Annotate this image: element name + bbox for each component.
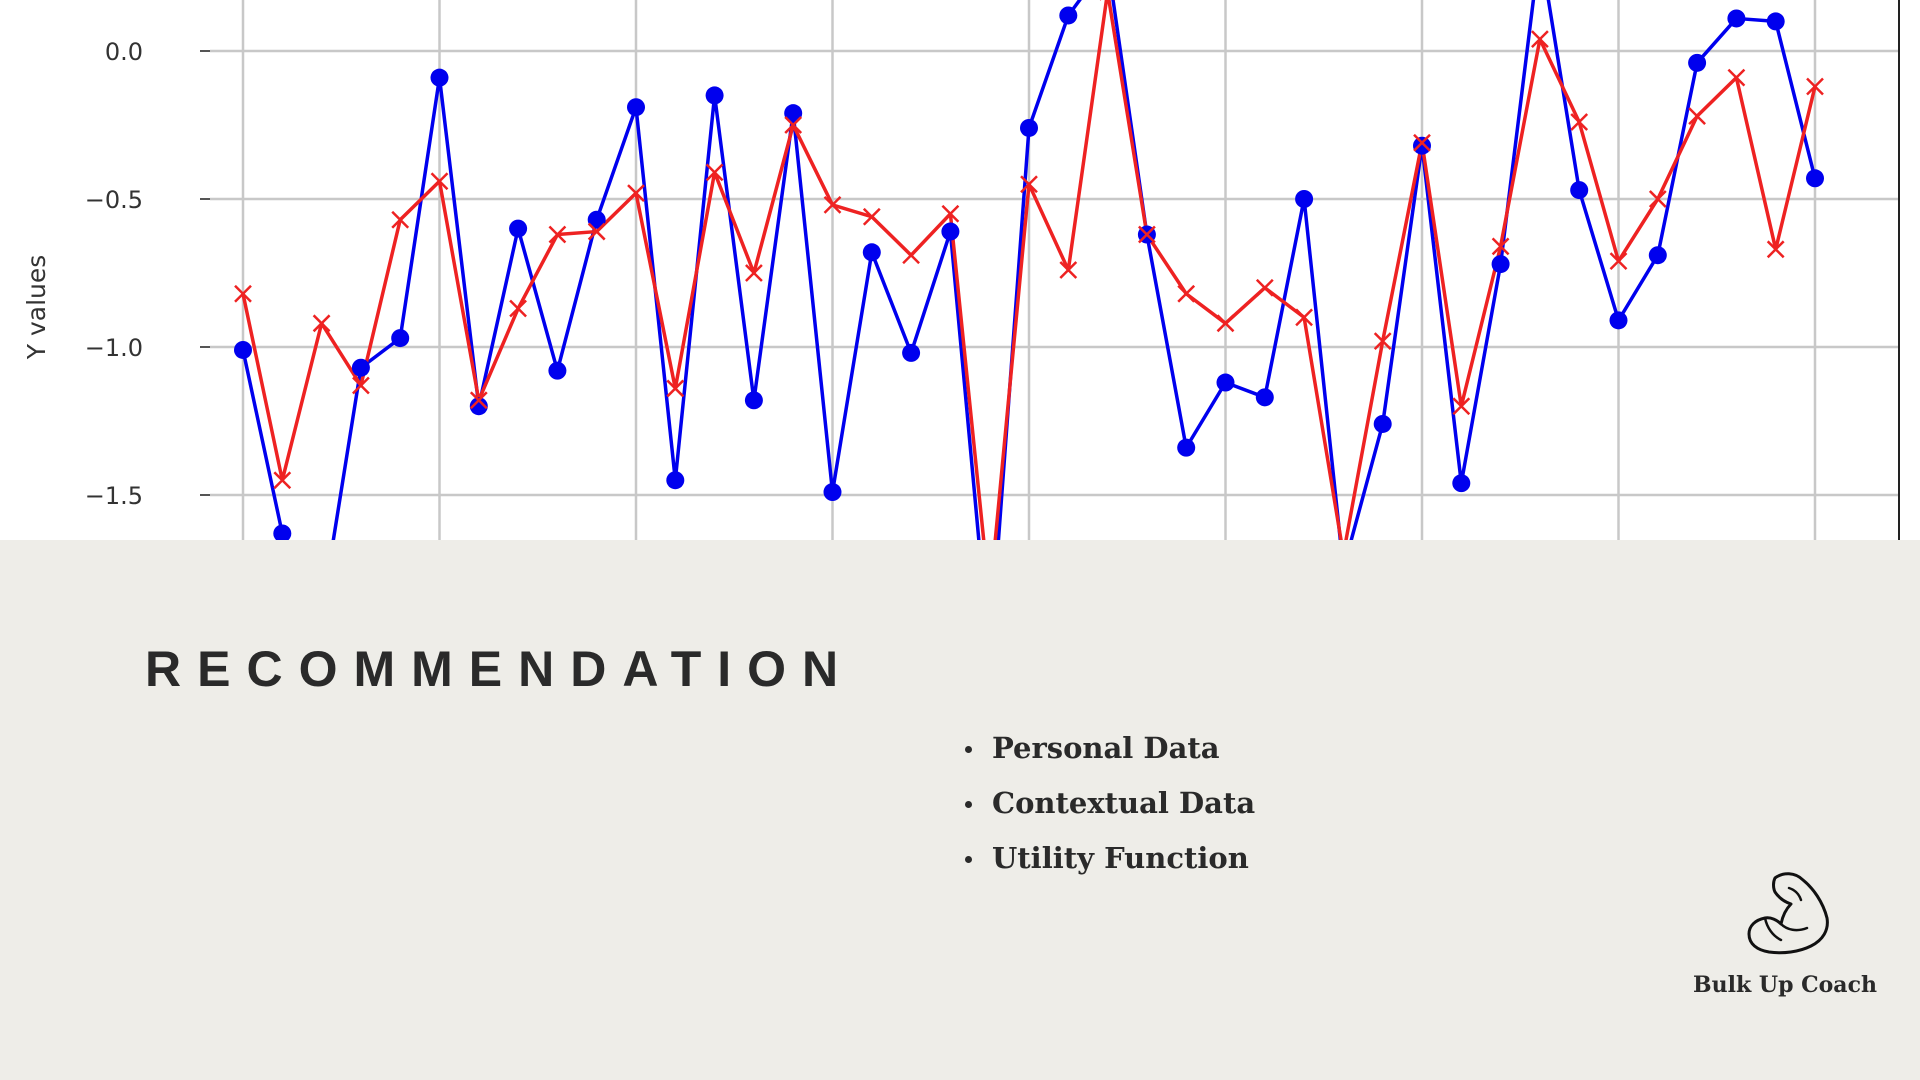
bullet-item: Personal Data bbox=[965, 732, 1255, 765]
bullet-dot bbox=[965, 801, 972, 808]
y-tick-label: −1.0 bbox=[85, 334, 143, 362]
blue-point-marker bbox=[745, 391, 763, 409]
blue-point-marker bbox=[1610, 311, 1628, 329]
blue-point-marker bbox=[548, 362, 566, 380]
bullet-dot bbox=[965, 856, 972, 863]
recommendation-section: RECOMMENDATION Personal Data Contextual … bbox=[0, 540, 1920, 1080]
blue-point-marker bbox=[824, 483, 842, 501]
vertical-gridlines bbox=[243, 0, 1815, 540]
y-tick-labels: 0.0 −0.5 −1.0 −1.5 bbox=[85, 38, 143, 510]
blue-point-marker bbox=[627, 98, 645, 116]
blue-point-marker bbox=[902, 344, 920, 362]
blue-point-marker bbox=[666, 471, 684, 489]
red-x-marker bbox=[1689, 108, 1705, 124]
blue-point-marker bbox=[1374, 415, 1392, 433]
bullet-text: Utility Function bbox=[992, 841, 1249, 875]
blue-point-marker bbox=[1767, 12, 1785, 30]
blue-point-marker bbox=[509, 220, 527, 238]
blue-point-marker bbox=[1020, 119, 1038, 137]
blue-point-marker bbox=[1295, 190, 1313, 208]
blue-point-marker bbox=[391, 329, 409, 347]
blue-point-marker bbox=[1059, 6, 1077, 24]
bullet-dot bbox=[965, 746, 972, 753]
blue-point-marker bbox=[1217, 374, 1235, 392]
blue-point-marker bbox=[1649, 246, 1667, 264]
blue-point-marker bbox=[352, 359, 370, 377]
blue-point-marker bbox=[1452, 474, 1470, 492]
bullet-item: Utility Function bbox=[965, 842, 1255, 875]
red-x-marker bbox=[1178, 286, 1194, 302]
bullet-item: Contextual Data bbox=[965, 787, 1255, 820]
brand-logo: Bulk Up Coach bbox=[1680, 868, 1890, 1008]
y-tick-label: −0.5 bbox=[85, 186, 143, 214]
y-tick-label: −1.5 bbox=[85, 482, 143, 510]
blue-point-marker bbox=[1256, 388, 1274, 406]
blue-point-marker bbox=[1570, 181, 1588, 199]
blue-point-marker bbox=[234, 341, 252, 359]
y-axis-label: Y values bbox=[22, 255, 51, 361]
blue-point-marker bbox=[431, 69, 449, 87]
brand-name: Bulk Up Coach bbox=[1680, 972, 1890, 998]
blue-point-marker bbox=[941, 223, 959, 241]
y-tick-label: 0.0 bbox=[105, 38, 143, 66]
flexed-arm-icon bbox=[1745, 868, 1829, 960]
blue-point-marker bbox=[273, 524, 291, 540]
chart-panel: 0.0 −0.5 −1.0 −1.5 Y values bbox=[0, 0, 1920, 540]
blue-point-marker bbox=[1806, 169, 1824, 187]
bullet-list: Personal Data Contextual Data Utility Fu… bbox=[965, 732, 1255, 897]
blue-point-marker bbox=[863, 243, 881, 261]
line-chart: 0.0 −0.5 −1.0 −1.5 Y values bbox=[0, 0, 1920, 540]
blue-point-marker bbox=[1688, 54, 1706, 72]
red-x-marker bbox=[903, 247, 919, 263]
red-x-marker bbox=[510, 301, 526, 317]
blue-point-marker bbox=[1492, 255, 1510, 273]
bullet-text: Contextual Data bbox=[992, 786, 1255, 820]
blue-point-marker bbox=[1413, 137, 1431, 155]
blue-point-marker bbox=[1727, 9, 1745, 27]
blue-point-marker bbox=[706, 86, 724, 104]
red-x-marker bbox=[1257, 280, 1273, 296]
bullet-text: Personal Data bbox=[992, 731, 1220, 765]
section-heading: RECOMMENDATION bbox=[145, 640, 854, 698]
blue-point-marker bbox=[1177, 439, 1195, 457]
